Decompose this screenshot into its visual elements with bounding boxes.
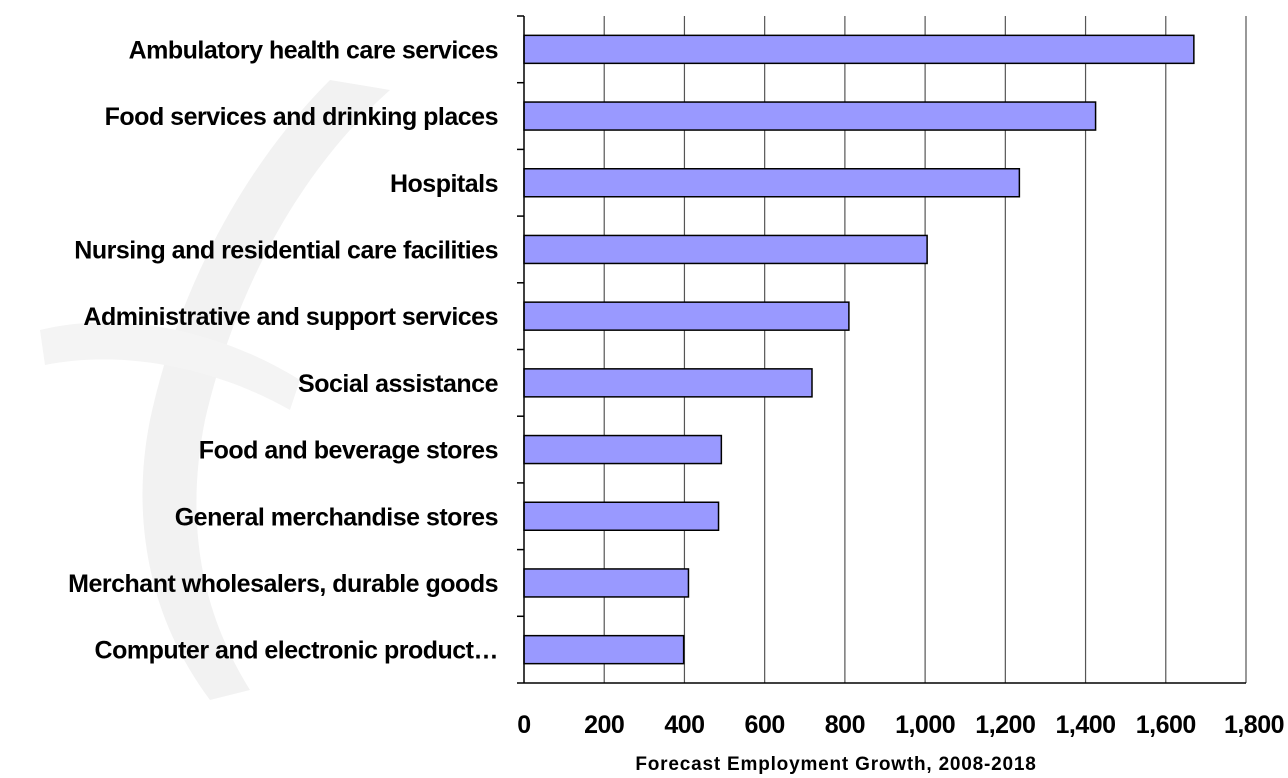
- category-label: Social assistance: [298, 370, 499, 398]
- bar: [523, 434, 723, 465]
- bars: [523, 34, 1195, 665]
- background-watermark: [40, 80, 390, 700]
- x-tick-label: 800: [825, 711, 865, 739]
- bar: [523, 101, 1097, 131]
- category-label: Ambulatory health care services: [129, 36, 498, 64]
- x-tick-label: 200: [584, 711, 624, 739]
- category-label: Food and beverage stores: [199, 437, 498, 465]
- category-label: Hospitals: [390, 170, 498, 198]
- x-axis-title: Forecast Employment Growth, 2008-2018: [635, 754, 1036, 775]
- x-tick-label: 1,400: [1056, 711, 1116, 739]
- x-tick-label: 400: [664, 711, 704, 739]
- x-tick-label: 0: [517, 711, 530, 739]
- category-label: General merchandise stores: [175, 503, 498, 531]
- bar: [523, 368, 813, 398]
- x-tick-label: 1,000: [895, 711, 955, 739]
- bar: [523, 168, 1021, 198]
- x-tick-label: 1,200: [975, 711, 1035, 739]
- bar: [523, 301, 850, 331]
- category-labels: Ambulatory health care services Food serv…: [68, 36, 499, 665]
- bar: [523, 568, 690, 598]
- x-tick-label: 1,800: [1224, 711, 1284, 739]
- bar: [523, 501, 720, 531]
- category-label: Computer and electronic product…: [95, 637, 498, 665]
- axes: [517, 15, 1246, 684]
- category-label: Merchant wholesalers, durable goods: [68, 570, 498, 598]
- x-tick-label: 1,600: [1136, 711, 1196, 739]
- bar: [523, 34, 1195, 65]
- x-tick-labels: 0 200 400 600 800 1,000 1,200 1,400 1,600 1,800: [517, 711, 1284, 739]
- x-tick-label: 600: [745, 711, 785, 739]
- category-label: Food services and drinking places: [105, 103, 498, 131]
- category-label: Nursing and residential care facilities: [74, 236, 498, 264]
- bar: [523, 234, 928, 265]
- bar: [523, 634, 685, 665]
- category-label: Administrative and support services: [83, 303, 498, 331]
